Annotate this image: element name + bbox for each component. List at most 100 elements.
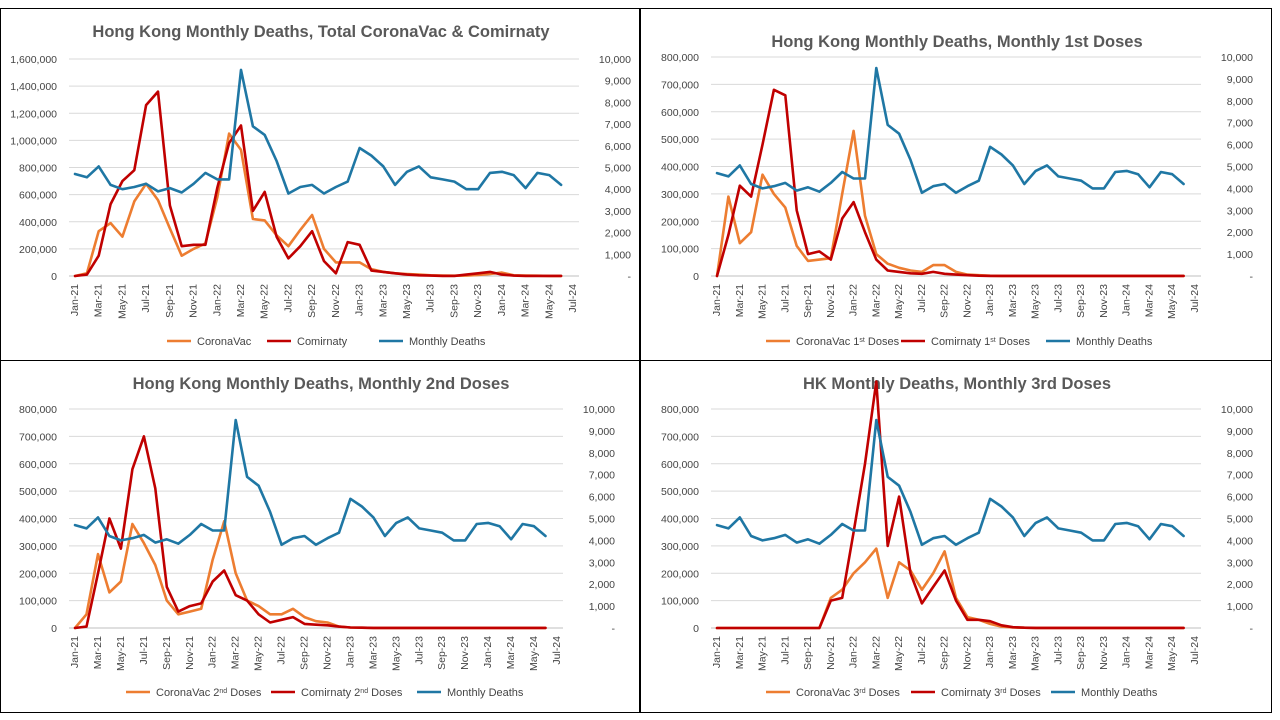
x-tick-label: Nov-21: [188, 284, 200, 318]
chart-title: Hong Kong Monthly Deaths, Total CoronaVa…: [92, 23, 550, 41]
legend-label-comirnaty-3rd-doses: Comirnaty 3rd Doses: [941, 687, 1041, 699]
y-left-tick-label: 1,200,000: [10, 108, 57, 120]
series-line-monthly-deaths: [715, 418, 1185, 547]
chart-title: Hong Kong Monthly Deaths, Monthly 2nd Do…: [133, 375, 510, 393]
y-left-tick-label: 0: [51, 271, 57, 283]
y-left-tick-label: 300,000: [661, 189, 699, 201]
y-right-tick-label: 9,000: [589, 426, 615, 438]
y-left-tick-label: 700,000: [19, 431, 57, 443]
y-left-tick-label: 1,400,000: [10, 81, 57, 93]
x-tick-label: Nov-22: [961, 284, 973, 318]
x-tick-label: Jan-22: [211, 284, 223, 316]
y-left-tick-label: 600,000: [19, 190, 57, 202]
y-right-tick-label: 9,000: [605, 76, 631, 88]
x-tick-label: Nov-22: [321, 636, 333, 670]
x-tick-label: Nov-22: [961, 636, 973, 670]
x-tick-label: May-23: [401, 284, 413, 319]
x-tick-label: Mar-21: [93, 284, 105, 317]
x-tick-label: Mar-23: [367, 636, 379, 669]
x-tick-label: Jan-24: [1121, 636, 1133, 668]
y-left-tick-label: 400,000: [19, 217, 57, 229]
x-tick-label: Nov-22: [330, 284, 342, 318]
x-tick-label: Jan-23: [984, 636, 996, 668]
series-line-comirnaty: [73, 90, 563, 278]
y-right-tick-label: 7,000: [589, 470, 615, 482]
x-tick-label: May-23: [1030, 284, 1042, 319]
x-tick-label: Jul-21: [779, 636, 791, 665]
legend-label-monthly-deaths: Monthly Deaths: [1076, 336, 1153, 348]
y-right-tick-label: 5,000: [1227, 514, 1253, 526]
x-tick-label: Mar-23: [1007, 284, 1019, 317]
x-tick-label: Jan-22: [848, 636, 860, 668]
x-tick-label: Sep-23: [448, 284, 460, 318]
y-left-tick-label: 600,000: [661, 107, 699, 119]
x-tick-label: May-21: [115, 636, 127, 671]
y-right-tick-label: 10,000: [583, 404, 615, 416]
y-right-tick-label: 3,000: [605, 206, 631, 218]
x-tick-label: Mar-21: [92, 636, 104, 669]
y-right-tick-label: 7,000: [605, 119, 631, 131]
x-tick-label: Sep-21: [802, 284, 814, 318]
y-left-tick-label: 200,000: [661, 216, 699, 228]
x-tick-label: Mar-24: [520, 284, 532, 317]
y-right-tick-label: 2,000: [589, 579, 615, 591]
y-right-tick-label: 8,000: [1227, 448, 1253, 460]
y-right-tick-label: 9,000: [1227, 74, 1253, 86]
y-right-tick-label: 8,000: [605, 97, 631, 109]
y-left-tick-label: 1,600,000: [10, 54, 57, 66]
y-right-tick-label: 4,000: [589, 535, 615, 547]
x-tick-label: Jan-23: [984, 284, 996, 316]
x-tick-label: Nov-21: [184, 636, 196, 670]
y-left-tick-label: 200,000: [19, 568, 57, 580]
series-line-comirnaty-2nd-doses: [73, 435, 547, 630]
x-tick-label: May-23: [390, 636, 402, 671]
y-left-tick-label: 500,000: [661, 134, 699, 146]
x-tick-label: May-22: [893, 284, 905, 319]
x-tick-label: Sep-22: [299, 636, 311, 670]
legend-label-monthly-deaths: Monthly Deaths: [1081, 687, 1158, 699]
legend-label-monthly-deaths: Monthly Deaths: [447, 687, 524, 699]
y-left-tick-label: 800,000: [19, 163, 57, 175]
x-tick-label: May-21: [757, 636, 769, 671]
x-tick-label: Jan-23: [354, 284, 366, 316]
x-tick-label: Mar-21: [734, 284, 746, 317]
x-tick-label: Jul-23: [425, 284, 437, 313]
y-left-tick-label: 300,000: [661, 541, 699, 553]
x-tick-label: Nov-23: [1098, 636, 1110, 670]
y-left-tick-label: 600,000: [19, 459, 57, 471]
y-right-tick-label: 1,000: [589, 601, 615, 613]
legend-label-monthly-deaths: Monthly Deaths: [409, 336, 486, 348]
y-left-tick-label: 400,000: [661, 514, 699, 526]
x-tick-label: Mar-24: [1143, 636, 1155, 669]
x-tick-label: May-24: [528, 636, 540, 671]
y-right-tick-label: 2,000: [605, 228, 631, 240]
x-tick-label: Mar-22: [235, 284, 247, 317]
x-tick-label: Jan-21: [69, 284, 81, 316]
x-tick-label: Jan-24: [1121, 284, 1133, 316]
x-tick-label: Jan-21: [69, 636, 81, 668]
x-tick-label: Jan-24: [482, 636, 494, 668]
y-right-tick-label: 5,000: [1227, 162, 1253, 174]
x-tick-label: May-22: [893, 636, 905, 671]
y-right-tick-label: 1,000: [1227, 601, 1253, 613]
x-tick-label: Mar-23: [1007, 636, 1019, 669]
x-tick-label: Mar-24: [505, 636, 517, 669]
x-tick-label: May-22: [253, 636, 265, 671]
x-tick-label: Sep-22: [939, 284, 951, 318]
x-tick-label: Mar-22: [870, 636, 882, 669]
x-tick-label: Jul-22: [916, 284, 928, 313]
x-tick-label: May-22: [259, 284, 271, 319]
y-left-tick-label: 0: [693, 271, 699, 283]
x-tick-label: Sep-21: [164, 284, 176, 318]
x-tick-label: Sep-21: [802, 636, 814, 670]
y-right-tick-label: 8,000: [589, 448, 615, 460]
x-tick-label: Mar-22: [230, 636, 242, 669]
chart-svg: Hong Kong Monthly Deaths, Total CoronaVa…: [10, 23, 631, 348]
chart-svg: HK Monthly Deaths, Monthly 3rd Doses 0 100…: [661, 375, 1253, 699]
chart-title: Hong Kong Monthly Deaths, Monthly 1st Do…: [771, 33, 1142, 51]
series-line-coronavac: [73, 132, 563, 278]
x-tick-label: Jul-24: [567, 284, 579, 313]
y-left-tick-label: 700,000: [661, 79, 699, 91]
chart-panel-first-doses: Hong Kong Monthly Deaths, Monthly 1st Do…: [640, 8, 1272, 361]
x-tick-label: Jul-22: [282, 284, 294, 313]
